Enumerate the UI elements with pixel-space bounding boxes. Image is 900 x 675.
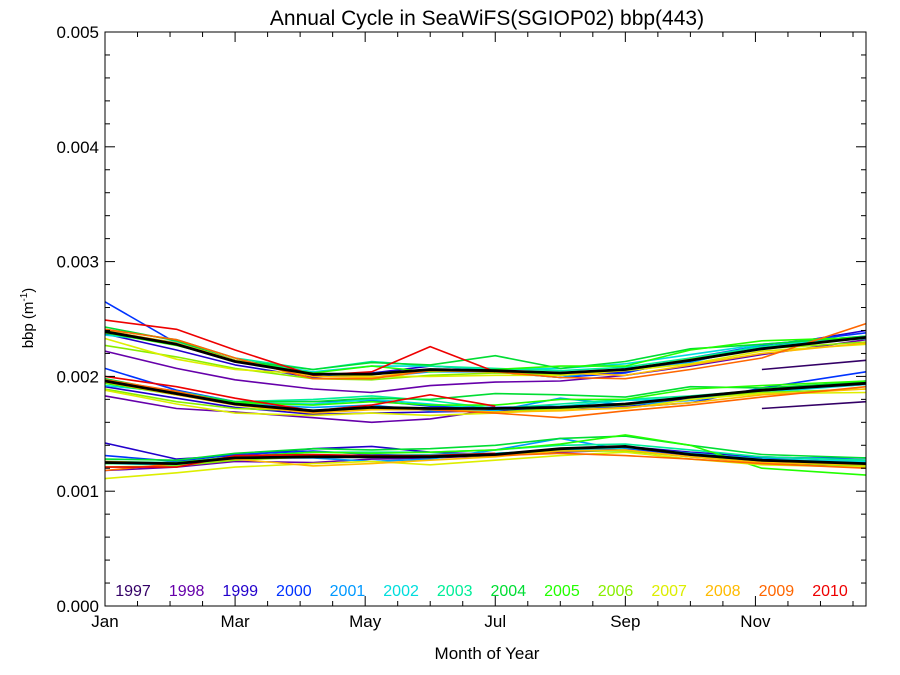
legend-entry-2003: 2003 xyxy=(437,583,473,600)
legend-entry-2009: 2009 xyxy=(759,583,795,600)
legend: 1997 1998 1999 2000 2001 2002 2003 2004 2005 2006… xyxy=(115,583,848,600)
series-line-2007-upper xyxy=(104,337,867,378)
legend-entry-1997: 1997 xyxy=(115,583,151,600)
series-line-1998-upper xyxy=(104,338,867,394)
x-tick-label: Jan xyxy=(91,612,118,631)
x-tick-label: Mar xyxy=(220,612,250,631)
legend-entry-2000: 2000 xyxy=(276,583,312,600)
legend-entry-2008: 2008 xyxy=(705,583,741,600)
legend-entry-2001: 2001 xyxy=(330,583,366,600)
series-line-1997-upper xyxy=(761,359,867,371)
y-axis-label-superscript: -1 xyxy=(19,292,30,301)
series-line-2007-middle xyxy=(104,389,867,417)
x-tick-label: Sep xyxy=(610,612,640,631)
y-tick-label: 0.000 xyxy=(56,597,99,616)
series-line-2004-middle xyxy=(104,377,867,403)
y-tick-label: 0.002 xyxy=(56,367,99,386)
legend-entry-2005: 2005 xyxy=(544,583,580,600)
y-tick-label: 0.001 xyxy=(56,482,99,501)
series-line-2004-lower xyxy=(104,435,867,462)
plot-lines xyxy=(104,301,867,480)
plot-frame xyxy=(104,31,867,607)
legend-entry-1998: 1998 xyxy=(169,583,205,600)
legend-entry-2004: 2004 xyxy=(491,583,527,600)
climatology-line-lower xyxy=(104,444,867,466)
y-tick-label: 0.004 xyxy=(56,138,99,157)
legend-entry-2010: 2010 xyxy=(812,583,848,600)
legend-entry-1999: 1999 xyxy=(222,583,258,600)
series-line-1997-middle xyxy=(761,400,867,410)
legend-entry-2006: 2006 xyxy=(598,583,634,600)
x-tick-label: Jul xyxy=(484,612,506,631)
climatology-line-upper xyxy=(104,330,867,376)
y-axis-label-close: ) xyxy=(20,288,37,293)
y-tick-label: 0.003 xyxy=(56,253,99,272)
y-axis-label: bbp (m-1) xyxy=(19,288,37,349)
x-axis-label: Month of Year xyxy=(435,644,540,663)
x-tick-label: May xyxy=(349,612,382,631)
x-tick-label: Nov xyxy=(740,612,771,631)
y-tick-label: 0.005 xyxy=(56,23,99,42)
legend-entry-2002: 2002 xyxy=(383,583,419,600)
climatology-line-middle xyxy=(104,379,867,413)
axes: 0.000 0.001 0.002 0.003 0.004 0.005 Jan Mar May J… xyxy=(56,23,867,631)
chart-title: Annual Cycle in SeaWiFS(SGIOP02) bbp(443… xyxy=(270,7,704,30)
y-axis-label-main: bbp (m xyxy=(20,302,37,349)
legend-entry-2007: 2007 xyxy=(651,583,687,600)
